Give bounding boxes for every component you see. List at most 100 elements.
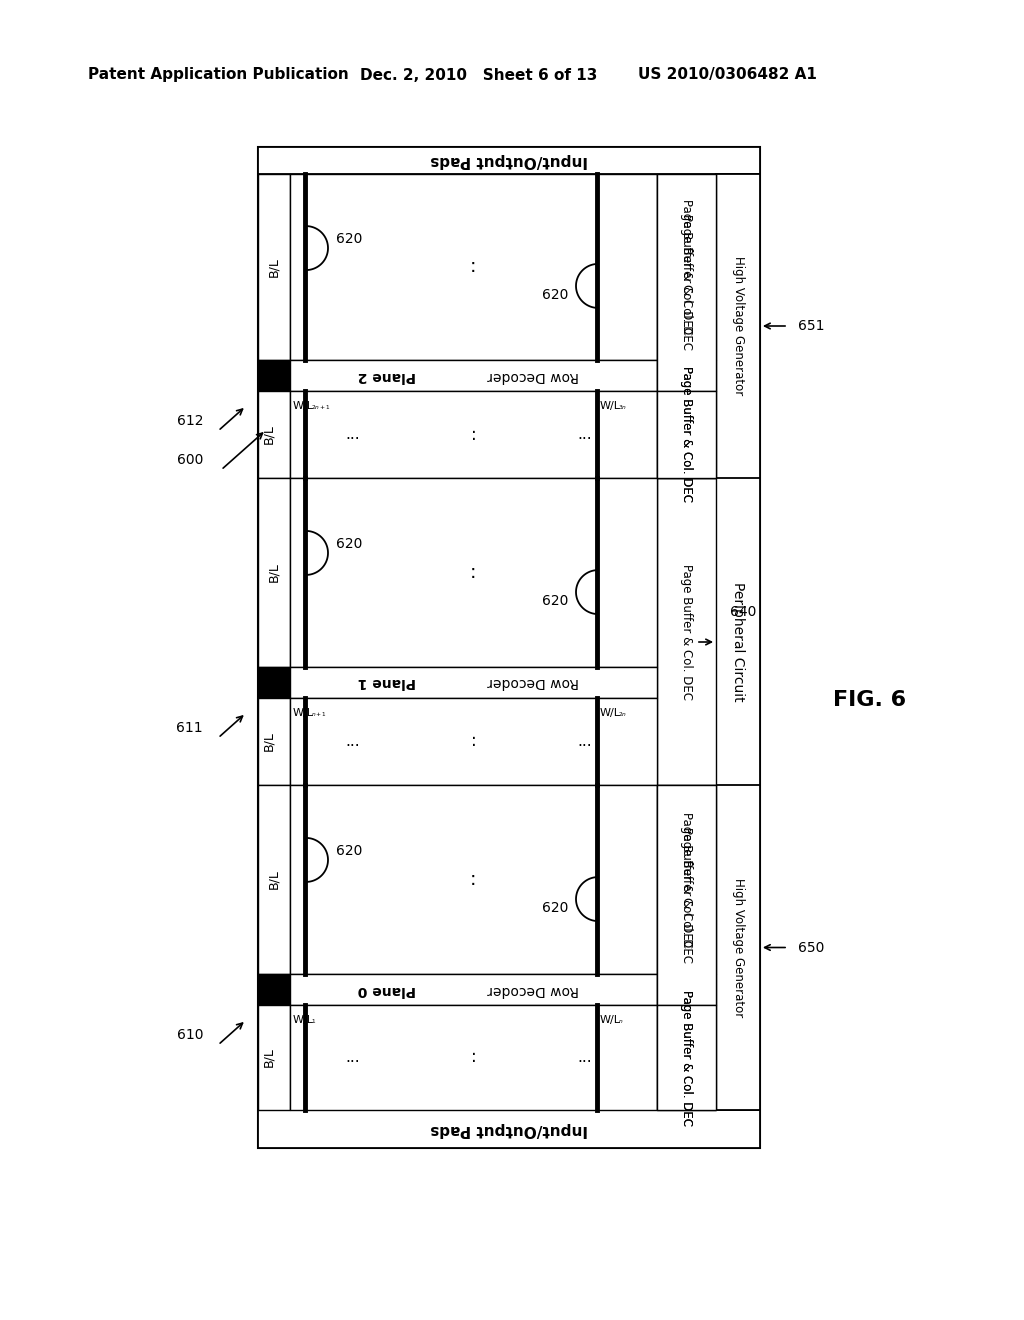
Bar [716,174,760,478]
Text: B/L: B/L [267,562,281,582]
Text: 600: 600 [176,453,203,467]
Text: Input/Output Pads: Input/Output Pads [430,1122,588,1137]
Text: Page Buffer & Col. DEC: Page Buffer & Col. DEC [680,199,693,335]
Text: High Voltage Generator: High Voltage Generator [731,878,744,1018]
Bar [258,1110,760,1148]
Bar [657,478,716,785]
Text: FIG. 6: FIG. 6 [834,690,906,710]
Bar [290,667,657,698]
Bar [290,174,657,360]
Text: ...: ... [345,1049,359,1065]
Text: 610: 610 [176,1028,203,1041]
Text: :: : [471,733,476,751]
Text: Row Decoder: Row Decoder [487,982,580,997]
Bar [657,391,716,478]
Text: :: : [471,425,476,444]
Text: $_{n+1}$: $_{n+1}$ [311,710,327,719]
Text: $_{1}$: $_{1}$ [311,1016,316,1026]
Bar [657,785,716,1005]
Text: Page Buffer & Col. DEC: Page Buffer & Col. DEC [680,367,693,503]
Bar [290,360,657,391]
Text: B/L: B/L [262,731,275,751]
Text: B/L: B/L [262,425,275,445]
Text: B/L: B/L [262,1048,275,1068]
Bar [716,785,760,1110]
Text: ...: ... [577,426,592,442]
Text: Plane 2: Plane 2 [358,368,417,383]
Bar [290,785,657,974]
Bar [657,974,716,1005]
Bar [657,360,716,391]
Text: ...: ... [345,426,359,442]
Text: Input/Output Pads: Input/Output Pads [430,153,588,168]
Bar [258,974,290,1005]
Text: 620: 620 [542,900,568,915]
Text: W/L: W/L [293,1015,314,1026]
Text: ...: ... [577,734,592,748]
Text: 611: 611 [176,721,203,735]
Text: Page Buffer & Col. DEC: Page Buffer & Col. DEC [680,367,693,503]
Text: ...: ... [577,1049,592,1065]
Text: Page Buffer & Col. DEC: Page Buffer & Col. DEC [680,990,693,1126]
Bar [290,391,657,478]
Bar [258,698,290,785]
Text: 651: 651 [798,319,824,333]
Bar [290,478,657,667]
Bar [290,974,657,1005]
Text: Row Decoder: Row Decoder [487,676,580,689]
Text: $_{2n}$: $_{2n}$ [618,710,627,719]
Bar [657,1005,716,1110]
Text: 640: 640 [730,605,757,619]
Bar [258,478,290,667]
Text: Patent Application Publication: Patent Application Publication [88,67,349,82]
Text: ...: ... [345,734,359,748]
Text: W/L: W/L [600,401,621,411]
Bar [258,785,290,974]
Text: Plane 0: Plane 0 [358,982,416,997]
Text: Page Buffer & Col. DEC: Page Buffer & Col. DEC [680,564,693,700]
Bar [657,785,716,974]
Bar [657,391,716,478]
Text: 620: 620 [336,232,362,247]
Bar [258,174,290,360]
Text: W/L: W/L [293,708,314,718]
Bar [258,147,760,1148]
Text: 620: 620 [336,537,362,552]
Text: W/L: W/L [293,401,314,411]
Bar [657,174,716,360]
Text: 650: 650 [798,940,824,954]
Bar [657,1005,716,1110]
Bar [290,1005,657,1110]
Text: Row Decoder: Row Decoder [487,368,580,383]
Text: $_{n}$: $_{n}$ [618,1016,624,1026]
Text: :: : [470,564,477,582]
Text: 620: 620 [542,594,568,609]
Text: Page Buffer & Col. DEC: Page Buffer & Col. DEC [680,828,693,964]
Text: Page Buffer & Col. DEC: Page Buffer & Col. DEC [680,990,693,1126]
Text: US 2010/0306482 A1: US 2010/0306482 A1 [638,67,817,82]
Text: 620: 620 [542,288,568,302]
Text: B/L: B/L [267,870,281,890]
Bar [258,667,290,698]
Text: B/L: B/L [267,257,281,277]
Bar [290,698,657,785]
Text: Page Buffer & Col. DEC: Page Buffer & Col. DEC [680,214,693,351]
Bar [258,1005,290,1110]
Text: High Voltage Generator: High Voltage Generator [731,256,744,396]
Bar [258,147,760,174]
Text: W/L: W/L [600,708,621,718]
Bar [258,360,290,391]
Bar [258,391,290,478]
Text: :: : [471,1048,476,1067]
Bar [657,174,716,391]
Text: 612: 612 [176,414,203,428]
Text: Peripheral Circuit: Peripheral Circuit [731,582,745,702]
Text: Plane 1: Plane 1 [358,676,417,689]
Text: $_{3n}$: $_{3n}$ [618,403,627,412]
Text: Page Buffer & Col. DEC: Page Buffer & Col. DEC [680,812,693,948]
Text: Dec. 2, 2010   Sheet 6 of 13: Dec. 2, 2010 Sheet 6 of 13 [360,67,597,82]
Text: :: : [470,870,477,888]
Bar [716,174,760,1110]
Text: 620: 620 [336,843,362,858]
Text: W/L: W/L [600,1015,621,1026]
